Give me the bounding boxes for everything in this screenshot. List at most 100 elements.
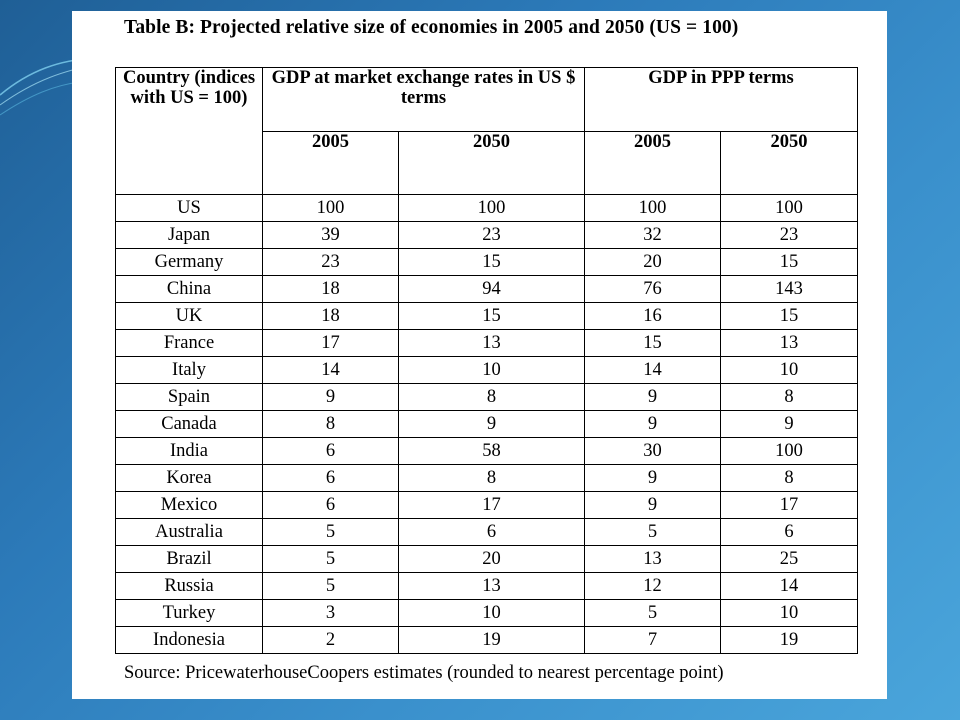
cell-ppp-2005: 30: [584, 437, 721, 465]
cell-ppp-2050: 15: [719, 302, 859, 330]
cell-ppp-2050: 8: [719, 383, 859, 411]
cell-ppp-2005: 7: [584, 626, 721, 654]
cell-ppp-2050: 14: [719, 572, 859, 600]
cell-ppp-2050: 143: [719, 275, 859, 303]
cell-market-2050: 13: [398, 572, 585, 600]
cell-ppp-2005: 9: [584, 383, 721, 411]
table-row: Japan 39 23 32 23: [115, 221, 859, 249]
economy-table: Country (indices with US = 100) GDP at m…: [115, 67, 859, 654]
cell-market-2050: 10: [398, 599, 585, 627]
cell-country: UK: [115, 302, 263, 330]
cell-market-2005: 5: [262, 572, 399, 600]
cell-ppp-2005: 9: [584, 464, 721, 492]
table-row: India 6 58 30 100: [115, 437, 859, 465]
cell-market-2005: 14: [262, 356, 399, 384]
cell-market-2005: 17: [262, 329, 399, 357]
cell-market-2005: 6: [262, 437, 399, 465]
cell-market-2050: 10: [398, 356, 585, 384]
cell-ppp-2050: 19: [719, 626, 859, 654]
table-body: US 100 100 100 100 Japan 39 23 32 23 Germany 23 15 20…: [115, 194, 859, 654]
cell-market-2005: 18: [262, 302, 399, 330]
cell-ppp-2050: 13: [719, 329, 859, 357]
cell-ppp-2005: 14: [584, 356, 721, 384]
cell-market-2050: 23: [398, 221, 585, 249]
cell-market-2050: 6: [398, 518, 585, 546]
cell-market-2050: 20: [398, 545, 585, 573]
cell-market-2050: 8: [398, 383, 585, 411]
cell-country: Indonesia: [115, 626, 263, 654]
table-row: Australia 5 6 5 6: [115, 518, 859, 546]
cell-ppp-2050: 25: [719, 545, 859, 573]
table-row: Indonesia 2 19 7 19: [115, 626, 859, 654]
slide-panel: Table B: Projected relative size of econ…: [72, 11, 887, 699]
cell-ppp-2005: 100: [584, 194, 721, 222]
cell-market-2005: 9: [262, 383, 399, 411]
cell-market-2005: 5: [262, 545, 399, 573]
cell-country: Germany: [115, 248, 263, 276]
year-header-ppp-2050: 2050: [719, 131, 859, 195]
cell-market-2050: 100: [398, 194, 585, 222]
table-row: Spain 9 8 9 8: [115, 383, 859, 411]
table-row: Italy 14 10 14 10: [115, 356, 859, 384]
table-row: Canada 8 9 9 9: [115, 410, 859, 438]
table-row: Mexico 6 17 9 17: [115, 491, 859, 519]
cell-country: Korea: [115, 464, 263, 492]
cell-market-2005: 6: [262, 491, 399, 519]
cell-market-2005: 5: [262, 518, 399, 546]
cell-country: US: [115, 194, 263, 222]
cell-ppp-2005: 5: [584, 518, 721, 546]
table-row: China 18 94 76 143: [115, 275, 859, 303]
cell-ppp-2050: 15: [719, 248, 859, 276]
cell-ppp-2050: 6: [719, 518, 859, 546]
country-column-header: Country (indices with US = 100): [115, 67, 263, 195]
table-row: Brazil 5 20 13 25: [115, 545, 859, 573]
cell-market-2005: 100: [262, 194, 399, 222]
cell-ppp-2050: 100: [719, 194, 859, 222]
table-row: Germany 23 15 20 15: [115, 248, 859, 276]
cell-ppp-2050: 10: [719, 356, 859, 384]
cell-market-2050: 9: [398, 410, 585, 438]
cell-market-2050: 13: [398, 329, 585, 357]
cell-country: Turkey: [115, 599, 263, 627]
table-row: UK 18 15 16 15: [115, 302, 859, 330]
cell-ppp-2005: 32: [584, 221, 721, 249]
cell-ppp-2050: 8: [719, 464, 859, 492]
cell-country: France: [115, 329, 263, 357]
cell-country: Spain: [115, 383, 263, 411]
cell-market-2050: 15: [398, 302, 585, 330]
cell-ppp-2050: 9: [719, 410, 859, 438]
cell-country: China: [115, 275, 263, 303]
cell-market-2005: 6: [262, 464, 399, 492]
table-row: France 17 13 15 13: [115, 329, 859, 357]
year-header-market-2005: 2005: [262, 131, 399, 195]
cell-ppp-2005: 20: [584, 248, 721, 276]
cell-market-2005: 8: [262, 410, 399, 438]
cell-market-2005: 18: [262, 275, 399, 303]
cell-country: Mexico: [115, 491, 263, 519]
cell-ppp-2050: 23: [719, 221, 859, 249]
cell-country: Brazil: [115, 545, 263, 573]
year-header-market-2050: 2050: [398, 131, 585, 195]
cell-ppp-2050: 10: [719, 599, 859, 627]
cell-country: Japan: [115, 221, 263, 249]
cell-market-2050: 19: [398, 626, 585, 654]
cell-country: Canada: [115, 410, 263, 438]
cell-ppp-2005: 5: [584, 599, 721, 627]
cell-country: Russia: [115, 572, 263, 600]
cell-market-2050: 15: [398, 248, 585, 276]
cell-market-2005: 23: [262, 248, 399, 276]
cell-market-2050: 58: [398, 437, 585, 465]
group-header-market-rates: GDP at market exchange rates in US $ ter…: [262, 67, 585, 132]
cell-market-2005: 2: [262, 626, 399, 654]
cell-ppp-2005: 15: [584, 329, 721, 357]
table-title: Table B: Projected relative size of econ…: [124, 17, 739, 38]
cell-country: Italy: [115, 356, 263, 384]
cell-market-2005: 39: [262, 221, 399, 249]
table-row: Korea 6 8 9 8: [115, 464, 859, 492]
cell-ppp-2050: 17: [719, 491, 859, 519]
cell-ppp-2005: 13: [584, 545, 721, 573]
table-row: Turkey 3 10 5 10: [115, 599, 859, 627]
cell-ppp-2005: 16: [584, 302, 721, 330]
cell-market-2050: 17: [398, 491, 585, 519]
table-row: Russia 5 13 12 14: [115, 572, 859, 600]
